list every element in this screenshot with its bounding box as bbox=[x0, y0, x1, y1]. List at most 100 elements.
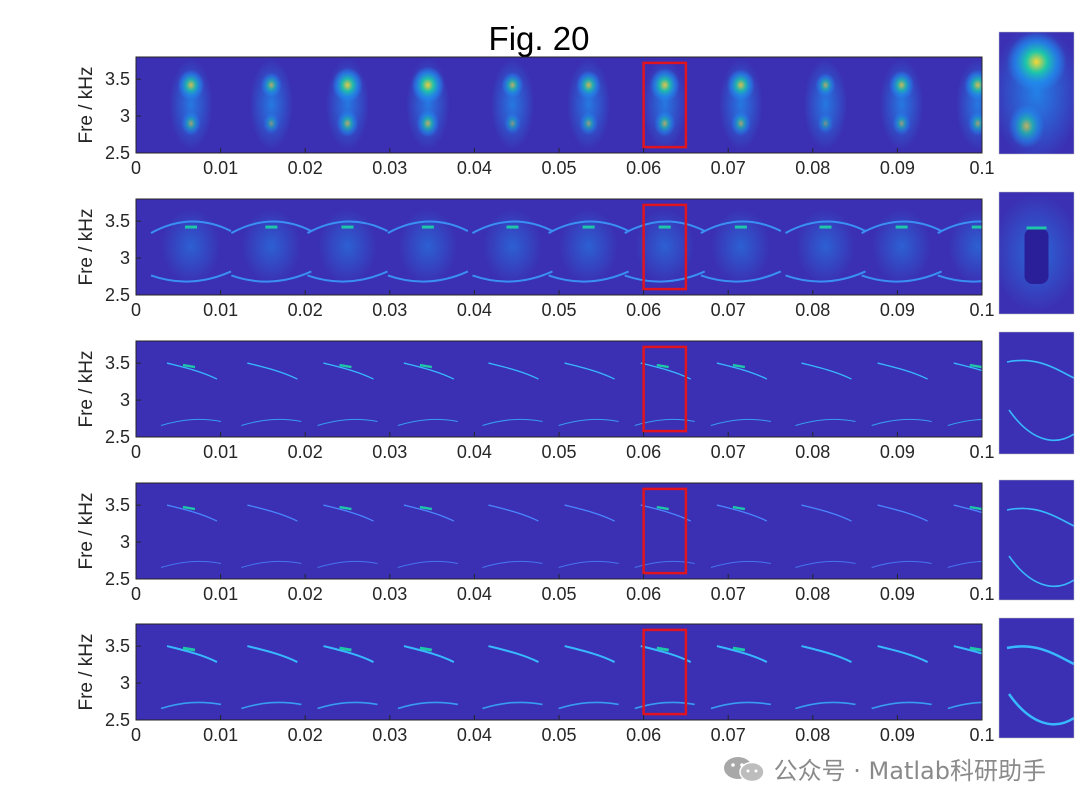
energy-band bbox=[710, 208, 771, 285]
x-tick-label: 0.06 bbox=[626, 725, 661, 745]
ridge-curve bbox=[710, 418, 771, 426]
ridge-curve bbox=[558, 560, 619, 568]
panel-4: 0 0.01 0.02 0.03 0.04 0.05 0.06 0.07 0.08 0.09 0.1… bbox=[76, 482, 995, 604]
energy-peak bbox=[181, 111, 201, 136]
x-tick-label: 0.07 bbox=[711, 725, 746, 745]
ridge-curve bbox=[861, 270, 943, 283]
inset-area bbox=[999, 332, 1074, 454]
x-tick-label: 0.09 bbox=[880, 300, 915, 320]
ridge-peak bbox=[419, 363, 433, 369]
ridge-curve bbox=[624, 220, 706, 234]
ridge-curve bbox=[166, 645, 218, 663]
ridge-curve bbox=[160, 560, 222, 568]
x-tick-label: 0.01 bbox=[203, 442, 238, 462]
y-axis-label: Fre / kHz bbox=[76, 350, 97, 427]
ridge-curve bbox=[871, 560, 932, 568]
x-tick-label: 0.1 bbox=[969, 158, 994, 178]
ridge-curve bbox=[564, 504, 615, 522]
y-axis-label: Fre / kHz bbox=[76, 492, 97, 569]
ridge-curve bbox=[323, 362, 374, 380]
x-tick-label: 0.08 bbox=[795, 725, 830, 745]
ridge-curve bbox=[482, 560, 543, 568]
ridge-curve bbox=[634, 701, 695, 710]
ridge-curve bbox=[488, 362, 539, 380]
ridge-curve bbox=[877, 504, 928, 522]
ridge-curve bbox=[323, 504, 374, 522]
x-tick-label: 0.08 bbox=[795, 584, 830, 604]
energy-band bbox=[490, 58, 535, 151]
ridge-peak bbox=[969, 505, 982, 511]
ridge-curve bbox=[241, 560, 302, 568]
highlight-box bbox=[642, 203, 688, 291]
ridge-curve bbox=[317, 418, 378, 426]
x-tick-label: 0.06 bbox=[626, 158, 661, 178]
ridge-curve bbox=[564, 645, 616, 663]
x-tick-label: 0.04 bbox=[457, 584, 492, 604]
ridge-peak bbox=[969, 646, 982, 652]
ridge-curve bbox=[795, 418, 856, 426]
ridge-peak bbox=[339, 646, 352, 652]
x-tick-label: 0.05 bbox=[541, 442, 576, 462]
ridge-curve bbox=[801, 645, 852, 663]
ridge-curve bbox=[488, 504, 539, 522]
energy-band bbox=[558, 208, 619, 285]
inset-frame bbox=[998, 479, 1075, 601]
ridge-curve bbox=[482, 418, 543, 426]
energy-peak bbox=[260, 72, 282, 98]
x-tick-label: 0.07 bbox=[711, 158, 746, 178]
watermark: 公众号 · Matlab科研助手 bbox=[722, 751, 1046, 786]
inset-frame bbox=[998, 331, 1075, 455]
inset-ridge bbox=[1006, 507, 1074, 527]
ridge-curve bbox=[785, 270, 866, 283]
energy-band bbox=[317, 208, 378, 285]
ridge-curve bbox=[488, 645, 539, 663]
y-tick-label: 2.5 bbox=[105, 427, 130, 447]
ridge-curve bbox=[871, 701, 932, 710]
inset-ridge bbox=[1008, 555, 1074, 588]
ridge-peak bbox=[339, 363, 352, 369]
wechat-icon bbox=[722, 755, 766, 783]
ridge-curve bbox=[247, 645, 298, 663]
ridge-curve bbox=[548, 220, 630, 234]
ridge-curve bbox=[710, 701, 772, 710]
ridge-curve bbox=[953, 645, 982, 655]
energy-peak bbox=[964, 69, 982, 101]
y-tick-label: 3.5 bbox=[105, 211, 130, 231]
x-tick-label: 0 bbox=[131, 725, 141, 745]
ridge-curve bbox=[801, 362, 852, 380]
ridge-peak bbox=[339, 505, 352, 511]
ridge-curve bbox=[700, 270, 782, 283]
ridge-curve bbox=[160, 418, 222, 426]
energy-peak bbox=[503, 112, 521, 135]
x-tick-label: 0.09 bbox=[880, 442, 915, 462]
ridge-curve bbox=[166, 362, 218, 380]
energy-band bbox=[634, 208, 695, 285]
ridge-curve bbox=[482, 701, 543, 710]
x-tick-label: 0.05 bbox=[541, 158, 576, 178]
y-tick-label: 2.5 bbox=[105, 285, 130, 305]
ridge-curve bbox=[387, 270, 469, 283]
x-tick-label: 0.07 bbox=[711, 584, 746, 604]
x-tick-label: 0.05 bbox=[541, 584, 576, 604]
ridge-curve bbox=[871, 418, 932, 426]
x-tick-label: 0.01 bbox=[203, 300, 238, 320]
x-tick-label: 0.04 bbox=[457, 442, 492, 462]
x-tick-label: 0.1 bbox=[969, 725, 994, 745]
highlight-box bbox=[642, 628, 688, 716]
watermark-text: 公众号 · Matlab科研助手 bbox=[773, 757, 1046, 785]
x-tick-label: 0 bbox=[131, 158, 141, 178]
ridge-curve bbox=[634, 418, 695, 426]
energy-band bbox=[249, 58, 294, 151]
ridge-peak bbox=[182, 363, 196, 369]
ridge-curve bbox=[403, 645, 455, 663]
x-tick-label: 0.08 bbox=[795, 300, 830, 320]
energy-peak bbox=[332, 67, 363, 103]
energy-peak bbox=[336, 109, 359, 137]
y-axis-label: Fre / kHz bbox=[76, 208, 97, 285]
ridge-curve bbox=[947, 701, 982, 710]
x-tick-label: 0 bbox=[131, 300, 141, 320]
x-tick-label: 0.04 bbox=[457, 725, 492, 745]
ridge-curve bbox=[716, 362, 768, 380]
x-tick-label: 0.02 bbox=[288, 584, 323, 604]
y-tick-label: 3 bbox=[120, 248, 130, 268]
